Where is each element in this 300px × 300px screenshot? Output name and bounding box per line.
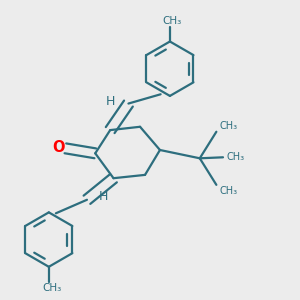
Text: H: H	[106, 95, 115, 108]
Text: O: O	[52, 140, 64, 155]
Text: CH₃: CH₃	[43, 283, 62, 293]
Text: CH₃: CH₃	[220, 186, 238, 196]
Text: CH₃: CH₃	[220, 121, 238, 131]
Text: CH₃: CH₃	[162, 16, 181, 26]
Text: CH₃: CH₃	[226, 152, 244, 162]
Text: H: H	[99, 190, 108, 203]
